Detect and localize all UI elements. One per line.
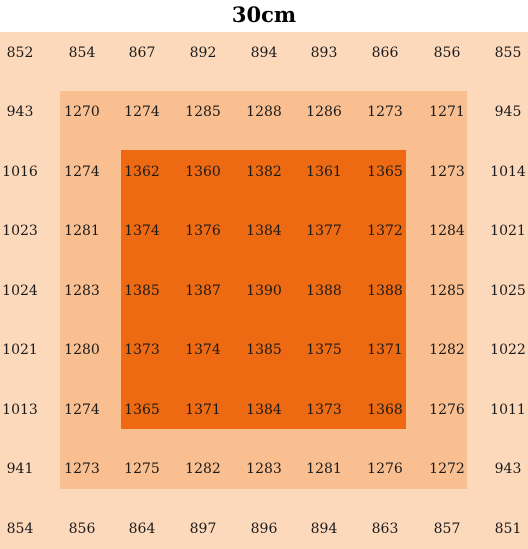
- cell-value-r7-c5: 1281: [306, 461, 342, 477]
- cell-value-r6-c4: 1384: [246, 402, 282, 418]
- cell-value-r3-c5: 1377: [306, 223, 342, 239]
- cell-value-r5-c6: 1371: [367, 342, 403, 358]
- cell-value-r4-c2: 1385: [124, 283, 160, 299]
- zone-inner: [121, 150, 406, 429]
- cell-value-r4-c1: 1283: [64, 283, 100, 299]
- cell-value-r3-c7: 1284: [429, 223, 465, 239]
- cell-value-r0-c3: 892: [190, 45, 217, 61]
- cell-value-r1-c6: 1273: [367, 104, 403, 120]
- cell-value-r3-c8: 1021: [490, 223, 526, 239]
- cell-value-r3-c6: 1372: [367, 223, 403, 239]
- cell-value-r2-c3: 1360: [185, 164, 221, 180]
- cell-value-r7-c4: 1283: [246, 461, 282, 477]
- cell-value-r0-c6: 866: [372, 45, 399, 61]
- cell-value-r8-c5: 894: [311, 521, 338, 537]
- cell-value-r0-c1: 854: [69, 45, 96, 61]
- cell-value-r8-c1: 856: [69, 521, 96, 537]
- cell-value-r1-c7: 1271: [429, 104, 465, 120]
- cell-value-r4-c0: 1024: [2, 283, 38, 299]
- cell-value-r4-c6: 1388: [367, 283, 403, 299]
- cell-value-r8-c8: 851: [495, 521, 522, 537]
- cell-value-r1-c2: 1274: [124, 104, 160, 120]
- cell-value-r7-c0: 941: [7, 461, 34, 477]
- cell-value-r5-c5: 1375: [306, 342, 342, 358]
- cell-value-r0-c5: 893: [311, 45, 338, 61]
- cell-value-r8-c6: 863: [372, 521, 399, 537]
- cell-value-r0-c8: 855: [495, 45, 522, 61]
- cell-value-r1-c4: 1288: [246, 104, 282, 120]
- cell-value-r0-c0: 852: [7, 45, 34, 61]
- cell-value-r0-c7: 856: [434, 45, 461, 61]
- cell-value-r6-c7: 1276: [429, 402, 465, 418]
- cell-value-r7-c1: 1273: [64, 461, 100, 477]
- cell-value-r1-c8: 945: [495, 104, 522, 120]
- cell-value-r1-c0: 943: [7, 104, 34, 120]
- cell-value-r1-c1: 1270: [64, 104, 100, 120]
- cell-value-r6-c3: 1371: [185, 402, 221, 418]
- cell-value-r2-c1: 1274: [64, 164, 100, 180]
- cell-value-r7-c8: 943: [495, 461, 522, 477]
- cell-value-r5-c1: 1280: [64, 342, 100, 358]
- cell-value-r8-c2: 864: [129, 521, 156, 537]
- cell-value-r4-c3: 1387: [185, 283, 221, 299]
- chart-title: 30cm: [0, 0, 528, 32]
- cell-value-r8-c3: 897: [190, 521, 217, 537]
- cell-value-r5-c0: 1021: [2, 342, 38, 358]
- cell-value-r8-c0: 854: [7, 521, 34, 537]
- cell-value-r7-c2: 1275: [124, 461, 160, 477]
- cell-value-r6-c2: 1365: [124, 402, 160, 418]
- cell-value-r3-c3: 1376: [185, 223, 221, 239]
- cell-value-r4-c4: 1390: [246, 283, 282, 299]
- cell-value-r0-c2: 867: [129, 45, 156, 61]
- cell-value-r2-c8: 1014: [490, 164, 526, 180]
- cell-value-r8-c7: 857: [434, 521, 461, 537]
- cell-value-r2-c5: 1361: [306, 164, 342, 180]
- cell-value-r3-c4: 1384: [246, 223, 282, 239]
- cell-value-r6-c1: 1274: [64, 402, 100, 418]
- cell-value-r3-c2: 1374: [124, 223, 160, 239]
- cell-value-r5-c8: 1022: [490, 342, 526, 358]
- cell-value-r7-c7: 1272: [429, 461, 465, 477]
- cell-value-r6-c8: 1011: [490, 402, 526, 418]
- cell-value-r5-c3: 1374: [185, 342, 221, 358]
- cell-value-r7-c6: 1276: [367, 461, 403, 477]
- cell-value-r2-c7: 1273: [429, 164, 465, 180]
- cell-value-r2-c2: 1362: [124, 164, 160, 180]
- cell-value-r5-c4: 1385: [246, 342, 282, 358]
- cell-value-r1-c5: 1286: [306, 104, 342, 120]
- cell-value-r6-c5: 1373: [306, 402, 342, 418]
- cell-value-r4-c8: 1025: [490, 283, 526, 299]
- cell-value-r8-c4: 896: [251, 521, 278, 537]
- cell-value-r6-c6: 1368: [367, 402, 403, 418]
- cell-value-r2-c6: 1365: [367, 164, 403, 180]
- cell-value-r7-c3: 1282: [185, 461, 221, 477]
- cell-value-r4-c7: 1285: [429, 283, 465, 299]
- cell-value-r5-c2: 1373: [124, 342, 160, 358]
- cell-value-r1-c3: 1285: [185, 104, 221, 120]
- cell-value-r0-c4: 894: [251, 45, 278, 61]
- cell-value-r3-c0: 1023: [2, 223, 38, 239]
- cell-value-r5-c7: 1282: [429, 342, 465, 358]
- cell-value-r2-c0: 1016: [2, 164, 38, 180]
- cell-value-r3-c1: 1281: [64, 223, 100, 239]
- cell-value-r2-c4: 1382: [246, 164, 282, 180]
- cell-value-r4-c5: 1388: [306, 283, 342, 299]
- cell-value-r6-c0: 1013: [2, 402, 38, 418]
- cell-values: 852 854 867 892 894 893 866 856 855 943 1270 1274 12…: [2, 45, 526, 537]
